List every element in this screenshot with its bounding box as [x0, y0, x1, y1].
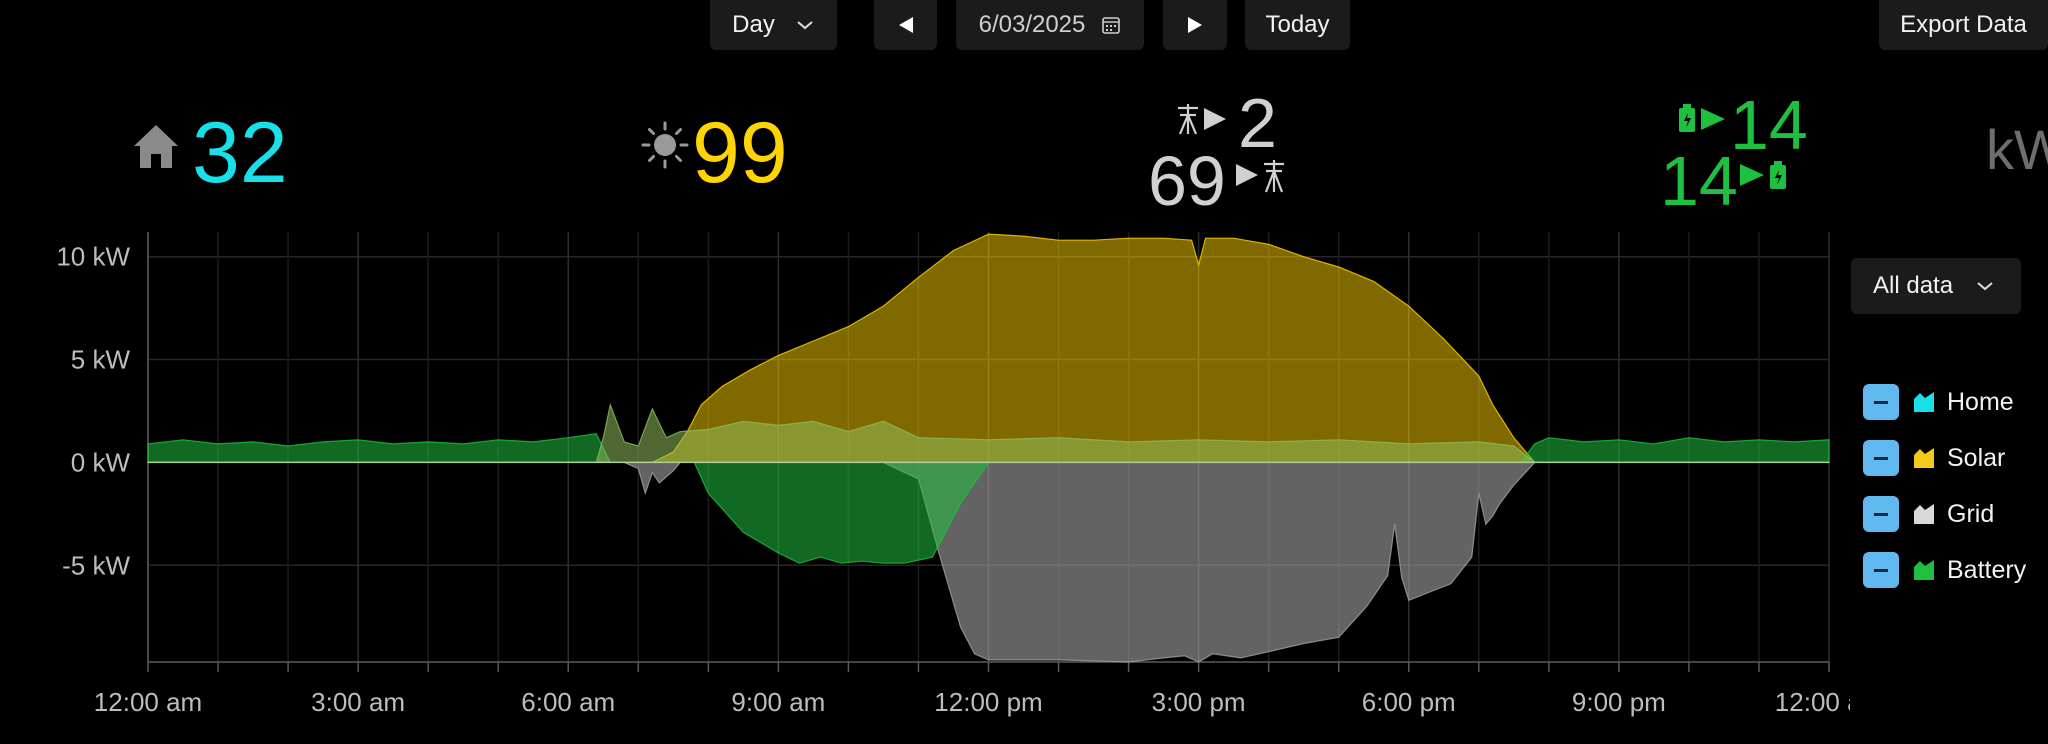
series-area-solar [147, 233, 1830, 464]
series-area-grid [147, 461, 1830, 663]
today-label: Today [1265, 11, 1330, 38]
house-icon [134, 125, 178, 168]
grid-tower-import-icon [1178, 104, 1226, 135]
x-tick-label: 9:00 pm [1572, 687, 1666, 717]
legend-label-grid: Grid [1947, 499, 1995, 528]
date-label: 6/03/2025 [978, 11, 1086, 38]
legend-label-home: Home [1947, 387, 2014, 416]
today-button[interactable]: Today [1245, 0, 1350, 50]
y-tick-label: 5 kW [71, 345, 131, 375]
legend-item-home[interactable]: Home [1863, 382, 2014, 422]
x-tick-label: 12:00 am [1775, 687, 1850, 717]
x-tick-label: 9:00 am [731, 687, 825, 717]
unit-label: kW [1986, 118, 2048, 181]
x-tick-label: 3:00 pm [1152, 687, 1246, 717]
grid-tower-export-icon [1236, 160, 1284, 193]
x-tick-label: 12:00 pm [934, 687, 1042, 717]
y-tick-label: -5 kW [62, 550, 130, 580]
series-area-battery [147, 432, 1830, 564]
solar-series-icon [1914, 448, 1934, 468]
home-toggle-checkbox[interactable] [1863, 384, 1899, 420]
solar-toggle-checkbox[interactable] [1863, 440, 1899, 476]
battery-discharge-icon [1740, 161, 1786, 189]
y-tick-label: 0 kW [71, 447, 131, 477]
battery-discharge-value: 14 [1660, 142, 1738, 220]
series-area-home [147, 402, 1830, 464]
chevron-down-icon [797, 21, 813, 30]
legend-label-battery: Battery [1947, 555, 2027, 584]
y-tick-label: 10 kW [56, 242, 130, 272]
date-picker[interactable]: 6/03/2025 [956, 0, 1144, 50]
home-series-icon [1914, 392, 1934, 412]
x-tick-label: 12:00 am [94, 687, 202, 717]
legend-item-battery[interactable]: Battery [1863, 550, 2026, 590]
grid-export-value: 69 [1148, 142, 1226, 220]
next-day-button[interactable] [1163, 0, 1227, 50]
legend-item-solar[interactable]: Solar [1863, 438, 2005, 478]
legend-item-grid[interactable]: Grid [1863, 494, 1994, 534]
calendar-icon [1102, 17, 1121, 34]
x-tick-label: 6:00 pm [1362, 687, 1456, 717]
legend-label-solar: Solar [1947, 443, 2006, 472]
chevron-down-icon [1977, 282, 1993, 291]
energy-chart: 10 kW 5 kW 0 kW -5 kW 12:00 am 3:00 am 6:00 am… [56, 232, 1850, 717]
data-filter-label: All data [1873, 272, 1954, 299]
triangle-right-icon [1188, 17, 1202, 33]
grid-import-value: 2 [1238, 84, 1277, 162]
sun-icon [641, 121, 689, 169]
x-tick-label: 6:00 am [521, 687, 615, 717]
battery-series-icon [1914, 560, 1934, 580]
x-tick-label: 3:00 am [311, 687, 405, 717]
data-filter-dropdown[interactable]: All data [1851, 258, 2021, 314]
export-label: Export Data [1900, 11, 2027, 38]
home-value: 32 [192, 105, 288, 201]
grid-toggle-checkbox[interactable] [1863, 496, 1899, 532]
triangle-left-icon [898, 17, 913, 33]
export-data-button[interactable]: Export Data [1879, 0, 2048, 50]
battery-charge-value: 14 [1730, 86, 1808, 164]
period-label: Day [732, 11, 775, 38]
period-dropdown[interactable]: Day [710, 0, 837, 50]
battery-toggle-checkbox[interactable] [1863, 552, 1899, 588]
grid-series-icon [1914, 504, 1934, 524]
battery-charge-icon [1679, 104, 1725, 132]
prev-day-button[interactable] [874, 0, 937, 50]
solar-value: 99 [692, 105, 788, 201]
